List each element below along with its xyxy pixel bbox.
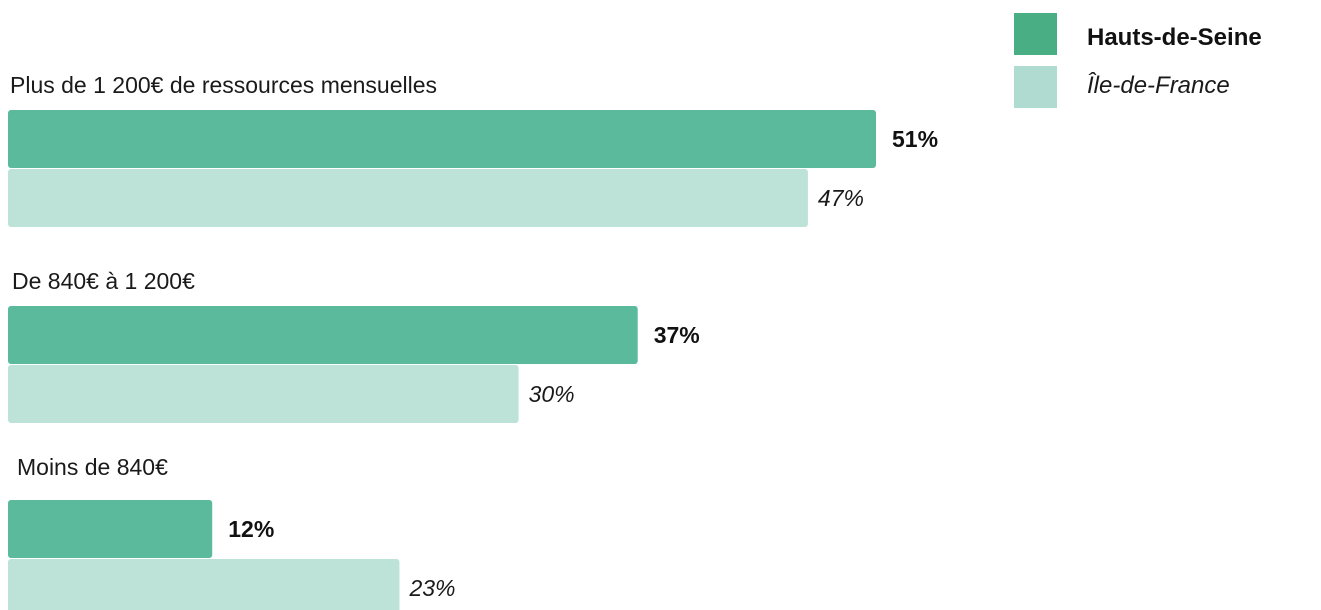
bar-ile-de-france <box>8 559 400 610</box>
legend-item-hauts-de-seine: Hauts-de-Seine <box>1014 13 1262 55</box>
legend-label: Île-de-France <box>1087 72 1230 99</box>
bar-hauts-de-seine <box>8 500 213 558</box>
legend-item-ile-de-france: Île-de-France <box>1014 66 1230 108</box>
bar-groups: Plus de 1 200€ de ressources mensuelles 5… <box>8 72 938 610</box>
data-label: 37% <box>654 322 700 348</box>
bar-group: Plus de 1 200€ de ressources mensuelles 5… <box>8 72 938 227</box>
data-label: 47% <box>818 185 864 211</box>
bar-hauts-de-seine <box>8 306 638 364</box>
legend-swatch <box>1014 13 1057 55</box>
data-label: 12% <box>228 516 274 542</box>
legend: Hauts-de-Seine Île-de-France <box>1014 13 1262 108</box>
bar-group: Moins de 840€ 12% 23% <box>8 454 455 610</box>
legend-label: Hauts-de-Seine <box>1087 24 1262 51</box>
category-label: De 840€ à 1 200€ <box>12 268 195 294</box>
bar-group: De 840€ à 1 200€ 37% 30% <box>8 268 700 423</box>
data-label: 51% <box>892 126 938 152</box>
bar-ile-de-france <box>8 169 808 227</box>
data-label: 30% <box>529 381 575 407</box>
bar-ile-de-france <box>8 365 519 423</box>
bar-hauts-de-seine <box>8 110 876 168</box>
legend-swatch <box>1014 66 1057 108</box>
data-label: 23% <box>408 575 455 601</box>
category-label: Plus de 1 200€ de ressources mensuelles <box>10 72 437 98</box>
category-label: Moins de 840€ <box>17 454 168 480</box>
